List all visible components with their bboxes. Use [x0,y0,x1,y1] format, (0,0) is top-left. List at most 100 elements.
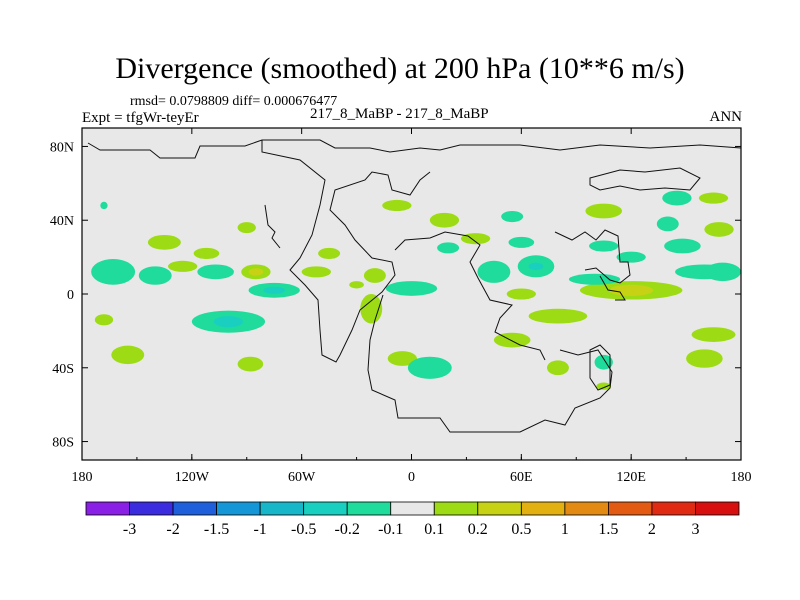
y-tick-label: 40N [50,214,74,229]
anomaly-patch [94,314,114,326]
colorbar-box [172,501,217,516]
anomaly-patch [248,268,264,276]
anomaly-patch [111,345,145,365]
anomaly-patch [528,262,544,271]
anomaly-patch [147,234,181,250]
coastline [554,229,631,284]
rmsd-diff-stats: rmsd= 0.0798809 diff= 0.000676477 [130,94,338,109]
colorbar-label: -3 [123,521,136,538]
colorbar-label: -1.5 [204,521,229,538]
colorbar-box [695,501,740,516]
anomaly-patch [168,260,198,272]
chart-title: Divergence (smoothed) at 200 hPa (10**6 … [115,52,685,85]
x-tick-label: 60W [288,470,316,485]
anomaly-patch [363,268,386,283]
colorbar-box [608,501,653,516]
colorbar-label: -1 [253,521,266,538]
anomaly-patch [301,266,331,278]
anomaly-patch [138,266,172,285]
anomaly-patch [263,286,286,294]
coastline [394,231,546,361]
colorbar-box [564,501,609,516]
coastline [367,294,613,433]
colorbar-box [477,501,522,516]
anomaly-patch [237,222,256,234]
colorbar-box [259,501,305,516]
x-tick-label: 180 [72,470,93,485]
anomaly-patch [100,201,108,210]
colorbar-box [433,501,479,516]
colorbar-box [303,501,348,516]
colorbar-box [216,501,261,516]
coastline [87,139,741,159]
anomaly-patch [385,281,438,296]
y-tick-label: 40S [52,362,74,377]
anomaly-patch [704,262,741,282]
colorbar-label: 2 [648,521,656,538]
y-tick-label: 0 [67,288,74,303]
colorbar-label: -0.5 [291,521,316,538]
colorbar-label: 0.5 [511,521,531,538]
colorbar-label: 0.2 [468,521,488,538]
coastline [589,344,611,391]
anomaly-patch [382,199,412,211]
season-label: ANN [709,109,743,125]
colorbar-box [520,501,566,516]
anomaly-patch [193,247,220,259]
anomaly-patch [585,203,623,219]
colorbar-label: -0.1 [378,521,403,538]
colorbar-box [651,501,696,516]
anomaly-patch [546,360,569,376]
colorbar-label: -0.2 [335,521,360,538]
anomaly-patch [349,281,364,289]
anomaly-patch [407,356,452,379]
x-tick-label: 0 [408,470,415,485]
anomaly-patch [656,216,679,232]
anomaly-patch [437,242,460,254]
colorbar-label: -2 [166,521,179,538]
experiment-label: Expt = tfgWr-teyEr [82,110,199,126]
case-label: 217_8_MaBP - 217_8_MaBP [310,106,489,122]
anomaly-patch [616,251,646,263]
anomaly-patch [237,356,264,372]
anomaly-patch [568,273,621,285]
anomaly-patch [506,288,536,300]
anomaly-patch [528,308,588,324]
colorbar-box [346,501,392,516]
anomaly-patch [686,349,723,368]
colorbar-label: 0.1 [424,521,444,538]
coastline [261,140,431,363]
anomaly-patch [493,332,531,348]
colorbar-box [390,501,435,516]
colorbar-label: 1.5 [598,521,618,538]
anomaly-patch [664,238,701,254]
anomaly-patch [589,240,619,252]
colorbar-label: 3 [691,521,699,538]
anomaly-patch [460,233,491,245]
anomaly-patch [609,284,654,296]
x-tick-label: 120E [616,470,646,485]
colorbar-box [85,501,130,516]
anomaly-patch [91,258,136,285]
anomaly-patch [501,211,524,223]
anomaly-patch [197,264,234,280]
colorbar-box [129,501,174,516]
anomaly-patch [429,212,460,228]
anomaly-patch [318,247,341,259]
anomaly-patch [662,190,692,206]
anomaly-patch [691,327,736,342]
anomaly-patch [596,382,612,390]
anomaly-layer [91,190,741,390]
y-tick-label: 80S [52,436,74,451]
x-tick-label: 60E [510,470,533,485]
x-tick-label: 180 [731,470,752,485]
anomaly-patch [387,351,417,366]
y-tick-label: 80N [50,140,74,155]
anomaly-patch [508,236,535,248]
coastline [589,167,701,191]
anomaly-patch [704,222,734,237]
anomaly-patch [477,260,511,283]
coastline [264,204,281,249]
colorbar-label: 1 [561,521,569,538]
